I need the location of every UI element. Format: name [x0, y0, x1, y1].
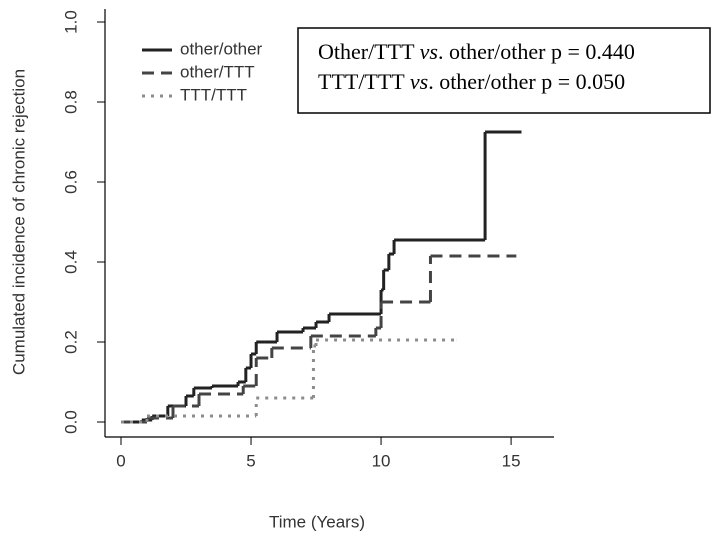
- x-tick-label: 5: [246, 451, 255, 470]
- annotation-part: vs: [420, 39, 438, 64]
- annotation-box: [297, 27, 711, 114]
- annotation-text: Other/TTT vs. other/other p = 0.440: [318, 39, 635, 64]
- annotation-part: TTT/TTT: [318, 69, 410, 94]
- x-axis-title: Time (Years): [269, 512, 365, 531]
- x-tick-label: 15: [502, 451, 521, 470]
- y-tick-label: 1.0: [61, 10, 80, 34]
- legend-label: other/TTT: [180, 62, 255, 81]
- y-tick-label: 0.0: [61, 410, 80, 434]
- annotation-part: . other/other p = 0.440: [438, 39, 635, 64]
- y-tick-label: 0.6: [61, 170, 80, 194]
- x-tick-label: 0: [116, 451, 125, 470]
- y-tick-label: 0.4: [61, 250, 80, 274]
- y-tick-label: 0.8: [61, 90, 80, 114]
- legend-label: other/other: [180, 39, 263, 58]
- annotation-part: Other/TTT: [318, 39, 420, 64]
- y-tick-label: 0.2: [61, 330, 80, 354]
- y-axis-title: Cumulated incidence of chronic rejection: [9, 69, 28, 375]
- annotation-part: . other/other p = 0.050: [428, 69, 625, 94]
- x-tick-label: 10: [372, 451, 391, 470]
- legend-label: TTT/TTT: [180, 85, 247, 104]
- annotation-part: vs: [410, 69, 428, 94]
- annotation-text: TTT/TTT vs. other/other p = 0.050: [318, 69, 625, 94]
